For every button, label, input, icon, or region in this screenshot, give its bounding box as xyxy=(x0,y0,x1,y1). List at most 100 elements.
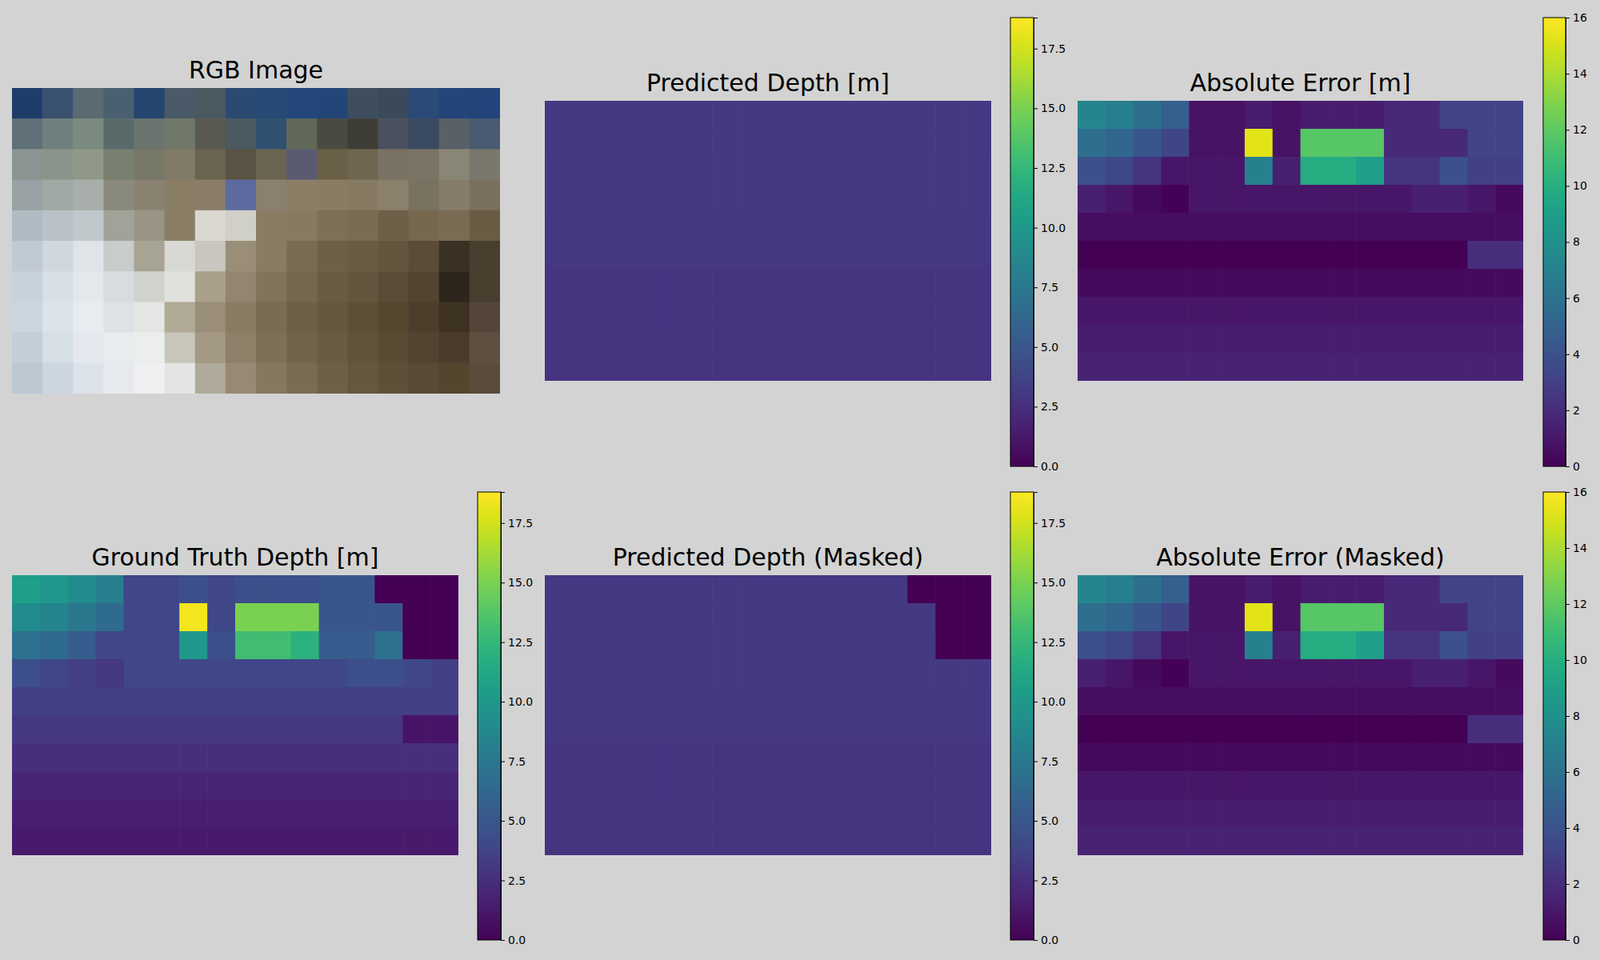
heatmap-cell xyxy=(1356,240,1384,270)
heatmap-cell xyxy=(1133,687,1162,716)
tick: 6 xyxy=(1565,292,1580,305)
tick-mark xyxy=(1033,820,1038,822)
heatmap-cell xyxy=(151,631,180,660)
heatmap-cell xyxy=(1105,268,1134,298)
heatmap-cell xyxy=(963,715,992,744)
heatmap-cell xyxy=(1412,715,1440,744)
heatmap-cell xyxy=(402,743,431,772)
heatmap-cell xyxy=(880,575,908,604)
tick-mark xyxy=(1565,242,1570,244)
heatmap-cell xyxy=(852,268,880,298)
heatmap-cell xyxy=(12,603,40,632)
tick: 0.0 xyxy=(1033,460,1059,473)
heatmap-cell xyxy=(880,156,908,186)
heatmap-cell xyxy=(880,631,908,660)
heatmap-cell xyxy=(572,184,601,214)
heatmap-cell xyxy=(1384,128,1412,158)
heatmap-cell xyxy=(1495,603,1524,632)
heatmap-cell xyxy=(1160,771,1189,800)
heatmap-cell xyxy=(374,799,403,828)
heatmap-cell xyxy=(796,324,824,354)
heatmap-cell xyxy=(1077,827,1106,856)
heatmap-cell xyxy=(656,575,685,604)
panel-title: Ground Truth Depth [m] xyxy=(91,543,379,572)
heatmap-cell xyxy=(179,799,208,828)
heatmap-cell xyxy=(1412,240,1440,270)
pixel xyxy=(256,271,288,303)
heatmap-cell xyxy=(1467,352,1496,381)
heatmap-cell xyxy=(712,603,740,632)
pixel xyxy=(134,180,166,212)
plot-area xyxy=(1077,100,1524,381)
heatmap-cell xyxy=(124,575,152,604)
heatmap-cell xyxy=(544,240,573,270)
heatmap-cell xyxy=(1440,128,1468,158)
tick-mark xyxy=(1033,701,1038,703)
heatmap-cell xyxy=(1272,296,1301,326)
heatmap-cell xyxy=(235,715,264,744)
heatmap-cell xyxy=(544,799,573,828)
heatmap-cell xyxy=(572,324,601,354)
pixel xyxy=(286,271,318,303)
heatmap-cell xyxy=(1328,687,1356,716)
pixel xyxy=(164,363,196,394)
heatmap-cell xyxy=(1356,324,1384,354)
pixel xyxy=(286,118,318,150)
heatmap-cell xyxy=(1244,799,1273,828)
pixel xyxy=(316,332,348,364)
heatmap-cell xyxy=(1384,715,1412,744)
heatmap-cell xyxy=(852,659,880,688)
heatmap-cell xyxy=(1300,324,1329,354)
tick-mark xyxy=(1033,582,1038,584)
pixel xyxy=(134,271,166,303)
heatmap-cell xyxy=(263,799,292,828)
heatmap-cell xyxy=(796,659,824,688)
heatmap-cell xyxy=(935,240,964,270)
tick: 2.5 xyxy=(500,874,526,888)
heatmap-cell xyxy=(600,827,629,856)
heatmap-cell xyxy=(1328,827,1356,856)
heatmap-cell xyxy=(1216,575,1245,604)
heatmap-cell xyxy=(1412,156,1440,186)
heatmap-cell xyxy=(1356,659,1384,688)
heatmap-cell xyxy=(1188,324,1217,354)
heatmap-cell xyxy=(1412,687,1440,716)
heatmap-cell xyxy=(768,296,796,326)
heatmap-cell xyxy=(600,268,629,298)
heatmap-cell xyxy=(1384,575,1412,604)
plot-area xyxy=(544,100,992,381)
pixel xyxy=(408,180,440,212)
heatmap-cell xyxy=(963,212,992,242)
heatmap-cell xyxy=(600,240,629,270)
heatmap-cell xyxy=(1133,184,1162,214)
pixel xyxy=(103,148,135,180)
heatmap-cell xyxy=(712,352,740,381)
heatmap-cell xyxy=(1133,100,1162,130)
heatmap-cell xyxy=(1356,715,1384,744)
heatmap-cell xyxy=(852,100,880,130)
tick-label: 0.0 xyxy=(508,933,526,947)
heatmap-cell xyxy=(712,743,740,772)
heatmap-cell xyxy=(740,771,768,800)
heatmap-cell xyxy=(235,659,264,688)
heatmap-cell xyxy=(179,603,208,632)
heatmap-cell xyxy=(824,575,852,604)
heatmap-cell xyxy=(1495,268,1524,298)
colorbar-axis: 0246810121416 xyxy=(1565,485,1588,947)
heatmap-cell xyxy=(824,715,852,744)
heatmap-cell xyxy=(740,715,768,744)
heatmap-cell xyxy=(740,687,768,716)
heatmap-cell xyxy=(935,128,964,158)
tick-mark xyxy=(1033,761,1038,763)
heatmap-cell xyxy=(1077,715,1106,744)
heatmap-cell xyxy=(628,240,657,270)
pixel xyxy=(42,210,74,242)
tick: 15.0 xyxy=(1033,576,1066,589)
pixel xyxy=(256,363,288,394)
heatmap-cell xyxy=(907,687,936,716)
heatmap-cell xyxy=(402,715,431,744)
heatmap-cell xyxy=(544,352,573,381)
heatmap-cell xyxy=(347,659,376,688)
tick-mark xyxy=(1033,940,1038,941)
tick-label: 17.5 xyxy=(1040,516,1066,530)
